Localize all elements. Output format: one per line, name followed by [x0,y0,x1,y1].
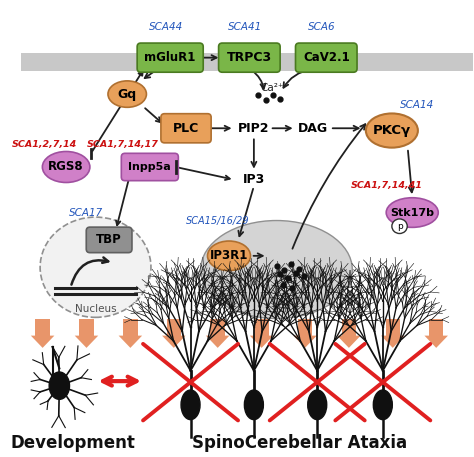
FancyBboxPatch shape [137,43,203,72]
Polygon shape [118,335,142,348]
Bar [342,319,356,335]
FancyBboxPatch shape [121,154,178,181]
Polygon shape [250,335,273,348]
Ellipse shape [374,390,392,420]
Bar [79,319,94,335]
Ellipse shape [245,390,264,420]
Text: Nucleus: Nucleus [75,304,116,314]
Bar [36,319,50,335]
Bar [429,319,444,335]
Text: CaV2.1: CaV2.1 [303,51,350,64]
Bar [21,53,474,71]
Ellipse shape [108,81,146,107]
Ellipse shape [181,390,200,420]
Text: Ca²⁺: Ca²⁺ [280,275,303,285]
FancyBboxPatch shape [219,43,280,72]
Polygon shape [337,335,361,348]
Text: SCA1,2,7,14: SCA1,2,7,14 [12,140,77,149]
Ellipse shape [40,217,151,317]
Text: SCA1,7,14,41: SCA1,7,14,41 [350,181,422,190]
Text: PKCγ: PKCγ [373,124,411,137]
Ellipse shape [42,152,90,182]
Ellipse shape [49,372,70,399]
Text: SCA44: SCA44 [148,22,183,32]
Text: IP3R1: IP3R1 [210,250,248,262]
Polygon shape [162,335,185,348]
Polygon shape [381,335,404,348]
Text: SCA6: SCA6 [308,22,336,32]
Text: SCA14: SCA14 [400,101,434,111]
Bar [123,319,137,335]
Bar [166,319,181,335]
Text: Gq: Gq [118,88,137,101]
Text: mGluR1: mGluR1 [145,51,196,64]
Text: RGS8: RGS8 [48,160,84,174]
Polygon shape [31,335,55,348]
Ellipse shape [201,221,352,319]
Text: ER: ER [278,304,293,314]
FancyBboxPatch shape [295,43,357,72]
Text: SCA15/16/29: SCA15/16/29 [186,216,249,226]
Text: SCA41: SCA41 [228,22,262,32]
Ellipse shape [208,241,250,271]
FancyBboxPatch shape [86,227,132,253]
Text: SCA1,7,14,17: SCA1,7,14,17 [87,140,159,149]
Text: DAG: DAG [298,122,328,135]
Text: PLC: PLC [173,122,199,135]
Bar [255,319,269,335]
Text: TBP: TBP [96,234,122,246]
Text: Ca²⁺: Ca²⁺ [260,83,283,93]
FancyBboxPatch shape [161,114,211,143]
Polygon shape [424,335,448,348]
Text: Stk17b: Stk17b [390,207,434,218]
Text: SCA17: SCA17 [69,207,104,218]
Ellipse shape [366,113,418,148]
Text: TRPC3: TRPC3 [227,51,272,64]
Ellipse shape [308,390,327,420]
Text: p: p [397,222,402,231]
Polygon shape [206,335,229,348]
Text: SpinoCerebellar Ataxia: SpinoCerebellar Ataxia [191,434,407,452]
Text: Development: Development [10,434,136,452]
Bar [298,319,312,335]
Ellipse shape [386,198,438,228]
Text: IP3: IP3 [243,173,265,186]
Text: Inpp5a: Inpp5a [128,162,171,172]
Polygon shape [293,335,317,348]
Bar [385,319,400,335]
Bar [210,319,225,335]
Polygon shape [75,335,98,348]
Text: PIP2: PIP2 [238,122,270,135]
Ellipse shape [392,219,407,234]
